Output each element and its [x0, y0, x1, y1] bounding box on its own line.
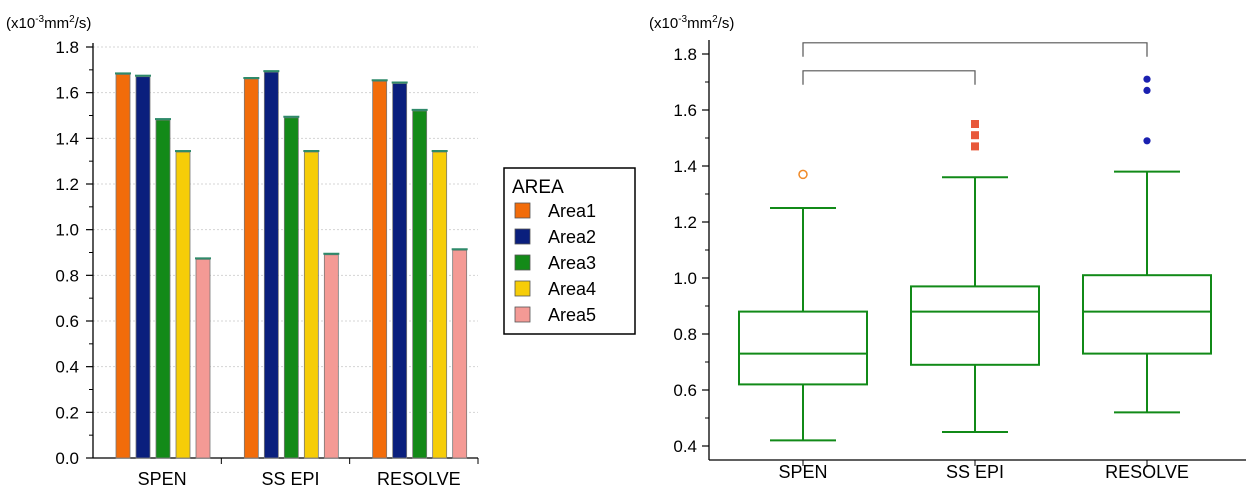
legend-swatch	[514, 254, 531, 271]
legend-swatch	[514, 202, 531, 219]
box-y-tick-label: 1.4	[673, 157, 697, 176]
bar-y-tick-label: 0.4	[55, 358, 79, 377]
bar	[155, 119, 171, 459]
bar	[263, 71, 279, 459]
unit-label-part: mm	[687, 15, 712, 32]
bar	[303, 151, 319, 459]
box-y-tick-label: 1.8	[673, 45, 697, 64]
legend-label: Area1	[548, 201, 596, 221]
significance-bracket	[802, 42, 1148, 57]
bar-y-unit-label: (x10-3mm2/s)	[6, 14, 91, 32]
box-y-tick-label: 1.6	[673, 101, 697, 120]
box-y-tick-label: 0.4	[673, 437, 697, 456]
bar-y-tick-label: 1.0	[55, 221, 79, 240]
bar	[452, 249, 468, 459]
bar-y-tick-label: 1.8	[55, 38, 79, 57]
outlier-point	[1143, 75, 1151, 83]
bar	[323, 254, 339, 459]
box-x-tick-label: RESOLVE	[1105, 462, 1189, 482]
unit-label-part: -3	[678, 14, 687, 25]
legend-swatch	[514, 280, 531, 297]
outlier-point	[1143, 86, 1151, 94]
bar-y-tick-label: 1.6	[55, 84, 79, 103]
bar-y-tick-label: 1.2	[55, 175, 79, 194]
bar-y-tick-label: 1.4	[55, 129, 79, 148]
bar-y-tick-label: 0.0	[55, 449, 79, 468]
bar-y-tick-label: 0.8	[55, 266, 79, 285]
legend-frame	[503, 167, 636, 335]
box-iqr	[1082, 274, 1212, 355]
bar	[372, 80, 388, 459]
bar-y-tick-label: 0.6	[55, 312, 79, 331]
bar-y-tick-label: 0.2	[55, 403, 79, 422]
legend-swatch	[514, 228, 531, 245]
legend-title: AREA	[512, 177, 564, 198]
box-y-tick-label: 1.2	[673, 213, 697, 232]
box-iqr	[910, 285, 1040, 366]
legend-label: Area5	[548, 305, 596, 325]
legend: AREA Area1 Area2 Area3 Area4 Area5	[503, 167, 636, 335]
unit-label-part: /s)	[718, 15, 735, 32]
outlier-point	[1143, 137, 1151, 145]
unit-label-part: (x10	[6, 15, 35, 32]
bar	[195, 258, 211, 459]
box-y-tick-label: 0.8	[673, 325, 697, 344]
bar	[243, 78, 259, 459]
legend-label: Area2	[548, 227, 596, 247]
bar	[175, 151, 191, 459]
bar	[283, 117, 299, 459]
outlier-point	[798, 169, 808, 180]
bar	[412, 110, 428, 459]
unit-label-part: /s)	[75, 15, 92, 32]
box-y-tick-label: 1.0	[673, 269, 697, 288]
bar-chart: (x10-3mm2/s) 0.0 0.2 0.4 0.6 0.8 1.0 1.2 1.4 1.6 1…	[6, 14, 479, 489]
box-x-tick-label: SPEN	[778, 462, 827, 482]
outlier-point	[971, 120, 979, 128]
bar	[432, 151, 448, 459]
box-y-tick-label: 0.6	[673, 381, 697, 400]
bar-x-tick-label: SS EPI	[261, 469, 319, 489]
significance-bracket	[802, 70, 976, 85]
bar	[135, 76, 151, 459]
box-y-unit-label: (x10-3mm2/s)	[650, 14, 734, 32]
unit-label-part: (x10	[650, 15, 678, 32]
box-plot: (x10-3mm2/s) 0.4 0.6 0.8 1.0 1.2 1.4 1.6 1.8 SPEN…	[650, 14, 1246, 482]
bar	[115, 74, 131, 459]
box-x-tick-label: SS EPI	[946, 462, 1004, 482]
legend-swatch	[514, 306, 531, 323]
outlier-point	[971, 131, 979, 140]
legend-label: Area4	[548, 279, 596, 299]
bar	[392, 83, 408, 459]
unit-label-part: 2	[712, 14, 718, 25]
bar-x-tick-label: SPEN	[138, 469, 187, 489]
unit-label-part: 2	[69, 14, 75, 25]
legend-label: Area3	[548, 253, 596, 273]
unit-label-part: mm	[44, 15, 69, 32]
unit-label-part: -3	[35, 14, 44, 25]
box-iqr	[738, 310, 868, 386]
outlier-point	[971, 142, 979, 151]
bar-x-tick-label: RESOLVE	[377, 469, 461, 489]
